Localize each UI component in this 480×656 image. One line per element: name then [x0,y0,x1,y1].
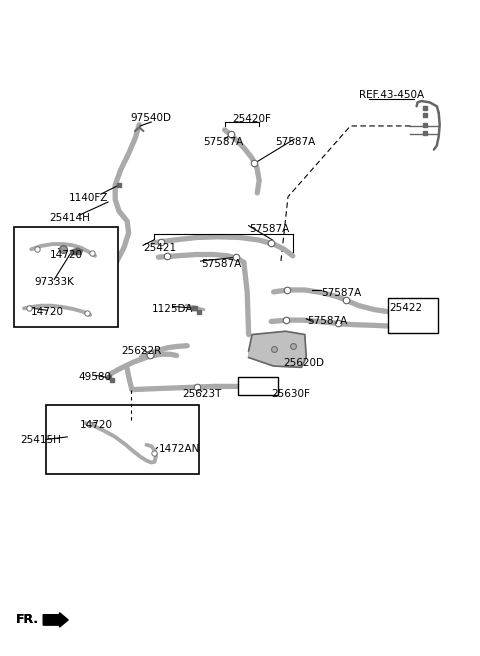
Text: 25420F: 25420F [233,114,271,125]
Polygon shape [71,248,83,255]
Bar [388,298,438,333]
Bar [46,405,199,474]
Text: 97540D: 97540D [131,113,172,123]
Text: 97333K: 97333K [34,277,74,287]
Text: 14720: 14720 [80,420,112,430]
Text: 57587A: 57587A [203,136,243,147]
Text: 25622R: 25622R [121,346,162,356]
Text: 1472AN: 1472AN [158,444,200,455]
Text: 25623T: 25623T [182,388,221,399]
Text: 25421: 25421 [143,243,176,253]
Text: 14720: 14720 [50,249,83,260]
Text: 57587A: 57587A [307,316,348,327]
Text: 49580: 49580 [79,372,111,382]
Text: 57587A: 57587A [202,258,242,269]
Text: 25414H: 25414H [49,213,90,223]
Text: 1140FZ: 1140FZ [69,193,108,203]
Text: REF.43-450A: REF.43-450A [359,90,424,100]
Text: 25630F: 25630F [272,388,311,399]
Text: 57587A: 57587A [250,224,290,234]
Bar [238,377,278,395]
Text: 25620D: 25620D [283,358,324,368]
Text: 25415H: 25415H [20,434,61,445]
Text: FR.: FR. [16,613,39,626]
Bar [14,227,118,327]
Polygon shape [249,331,306,367]
Text: 25422: 25422 [389,303,422,314]
FancyArrow shape [43,613,68,627]
Text: 57587A: 57587A [322,287,362,298]
Text: FR.: FR. [16,613,39,626]
Text: 1125DA: 1125DA [152,304,193,314]
Text: 14720: 14720 [31,307,63,318]
Text: 57587A: 57587A [275,136,315,147]
